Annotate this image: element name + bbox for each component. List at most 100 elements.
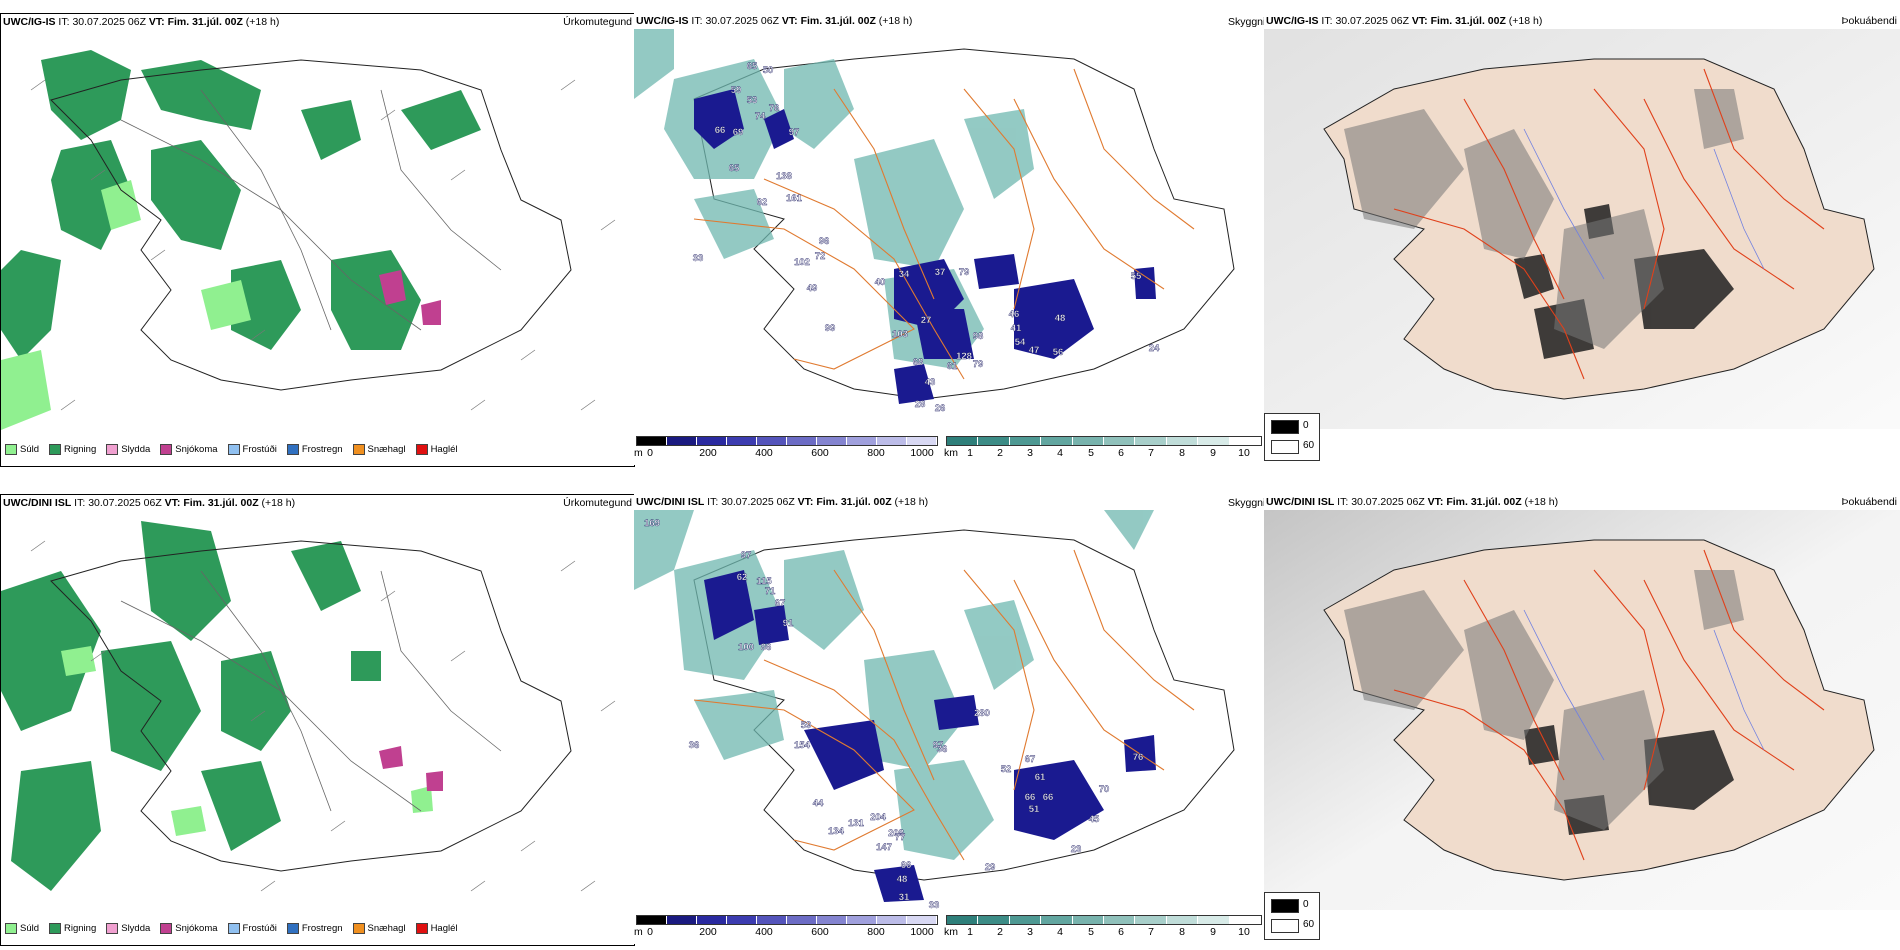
visibility-value-label: 27 <box>921 315 932 326</box>
model-name: UWC/IG-IS <box>636 15 689 27</box>
visibility-value-label: 46 <box>1009 309 1020 320</box>
visibility-value-label: 131 <box>848 818 865 829</box>
valid-time: Fim. 31.júl. 00Z <box>167 16 243 28</box>
visibility-value-label: 66 <box>715 125 726 136</box>
visibility-value-label: 115 <box>756 576 772 587</box>
visibility-panel-1: UWC/IG-IS IT: 30.07.2025 06Z VT: Fim. 31… <box>634 13 1264 465</box>
visibility-value-label: 36 <box>937 744 948 755</box>
legend-swatch <box>415 922 428 934</box>
visibility-value-label: 65 <box>729 163 740 174</box>
fog-panel-1: UWC/IG-IS IT: 30.07.2025 06Z VT: Fim. 31… <box>1264 13 1900 465</box>
visibility-value-label: 96 <box>819 236 830 247</box>
tick-label: 5 <box>1088 926 1094 938</box>
tick-label: 200 <box>699 447 717 459</box>
tick-label: 1000 <box>910 447 934 459</box>
tick-label: 2 <box>997 447 1003 459</box>
panel-header: UWC/IG-IS IT: 30.07.2025 06Z VT: Fim. 31… <box>636 15 913 27</box>
fog-legend: 0 60 <box>1264 892 1320 940</box>
legend-swatch <box>227 922 240 934</box>
visibility-value-label: 45 <box>1089 814 1100 825</box>
visibility-value-label: 50 <box>763 65 774 76</box>
visibility-value-label: 67 <box>775 598 786 609</box>
precip-panel-1: UWC/IG-IS IT: 30.07.2025 06Z VT: Fim. 31… <box>0 13 635 467</box>
visibility-value-label: 74 <box>755 111 766 122</box>
visibility-value-label: 65 <box>747 61 758 72</box>
precip-legend: Súld Rigning Slydda Snjókoma Frostúði Fr… <box>5 921 458 935</box>
visibility-value-label: 76 <box>1133 752 1144 763</box>
visibility-value-label: 102 <box>794 257 810 268</box>
init-time: 30.07.2025 06Z <box>88 497 162 509</box>
fog-swatch-max <box>1271 919 1299 933</box>
model-name: UWC/IG-IS <box>1266 15 1319 27</box>
colorbar-meters-scale <box>636 436 938 446</box>
visibility-value-label: 62 <box>757 197 768 208</box>
fog-map <box>1264 510 1900 910</box>
valid-time: Fim. 31.júl. 00Z <box>1430 15 1506 27</box>
panel-title: Úrkomutegund <box>563 497 632 509</box>
visibility-value-label: 59 <box>801 720 812 731</box>
visibility-value-label: 169 <box>644 518 660 529</box>
precip-legend: Súld Rigning Slydda Snjókoma Frostúði Fr… <box>5 442 458 456</box>
tick-label: 600 <box>811 926 829 938</box>
visibility-value-label: 79 <box>959 267 970 278</box>
visibility-value-label: 40 <box>875 277 886 288</box>
tick-label: 6 <box>1118 447 1124 459</box>
legend-item: Snjókoma <box>160 443 218 455</box>
visibility-value-label: 100 <box>738 642 754 653</box>
valid-time: Fim. 31.júl. 00Z <box>800 15 876 27</box>
legend-item: Súld <box>5 443 39 455</box>
visibility-value-label: 43 <box>925 377 936 388</box>
visibility-value-label: 54 <box>1015 337 1026 348</box>
model-name: UWC/DINI ISL <box>3 497 72 509</box>
colorbar-km: km 1 2 3 4 5 6 7 8 9 10 <box>944 915 1262 939</box>
visibility-value-label: 72 <box>815 251 826 262</box>
valid-time: Fim. 31.júl. 00Z <box>1446 496 1522 508</box>
tick-label: 3 <box>1027 926 1033 938</box>
init-time: 30.07.2025 06Z <box>705 15 779 27</box>
legend-swatch <box>286 922 299 934</box>
tick-label: 600 <box>811 447 829 459</box>
fog-max-label: 60 <box>1303 919 1315 930</box>
visibility-map <box>634 29 1235 404</box>
model-name: UWC/IG-IS <box>3 16 56 28</box>
colorbar-ticks: 1 2 3 4 5 6 7 8 9 10 <box>946 447 1260 459</box>
visibility-value-label: 61 <box>1035 772 1046 783</box>
fog-swatch-min <box>1271 420 1299 434</box>
visibility-map <box>634 510 1235 902</box>
visibility-value-label: 98 <box>973 331 984 342</box>
visibility-value-label: 53 <box>747 95 758 106</box>
tick-label: 1 <box>967 926 973 938</box>
visibility-value-label: 33 <box>693 253 704 264</box>
visibility-value-label: 97 <box>933 740 944 751</box>
visibility-value-label: 51 <box>1029 804 1040 815</box>
tick-label: 9 <box>1210 447 1216 459</box>
visibility-value-label: 68 <box>913 357 924 368</box>
visibility-value-label: 59 <box>731 85 742 96</box>
panel-header: UWC/DINI ISL IT: 30.07.2025 06Z VT: Fim.… <box>3 497 632 509</box>
colorbar-unit: km <box>944 447 958 459</box>
colorbar-ticks: 0 200 400 600 800 1000 <box>636 447 936 459</box>
fog-map <box>1264 29 1900 429</box>
legend-item: Frostúði <box>227 922 277 934</box>
visibility-value-label: 23 <box>1071 844 1082 855</box>
visibility-value-label: 33 <box>929 900 940 910</box>
legend-swatch <box>352 443 365 455</box>
colorbar-unit: m <box>634 447 643 459</box>
fog-panel-2: UWC/DINI ISL IT: 30.07.2025 06Z VT: Fim.… <box>1264 494 1900 944</box>
legend-item: Rigning <box>49 443 96 455</box>
legend-item: Rigning <box>49 922 96 934</box>
panel-title: Þokuábendi <box>1841 15 1897 27</box>
colorbar-km-scale <box>946 436 1262 446</box>
model-name: UWC/DINI ISL <box>636 496 705 508</box>
visibility-value-label: 47 <box>1029 345 1040 356</box>
visibility-value-label: 138 <box>776 171 792 182</box>
visibility-value-label: 34 <box>899 269 910 280</box>
visibility-value-label: 56 <box>1053 347 1064 358</box>
fog-legend: 0 60 <box>1264 413 1320 461</box>
init-time: 30.07.2025 06Z <box>1335 15 1409 27</box>
legend-item: Slydda <box>106 443 150 455</box>
visibility-value-label: 49 <box>807 283 818 294</box>
visibility-value-label: 91 <box>783 618 794 629</box>
